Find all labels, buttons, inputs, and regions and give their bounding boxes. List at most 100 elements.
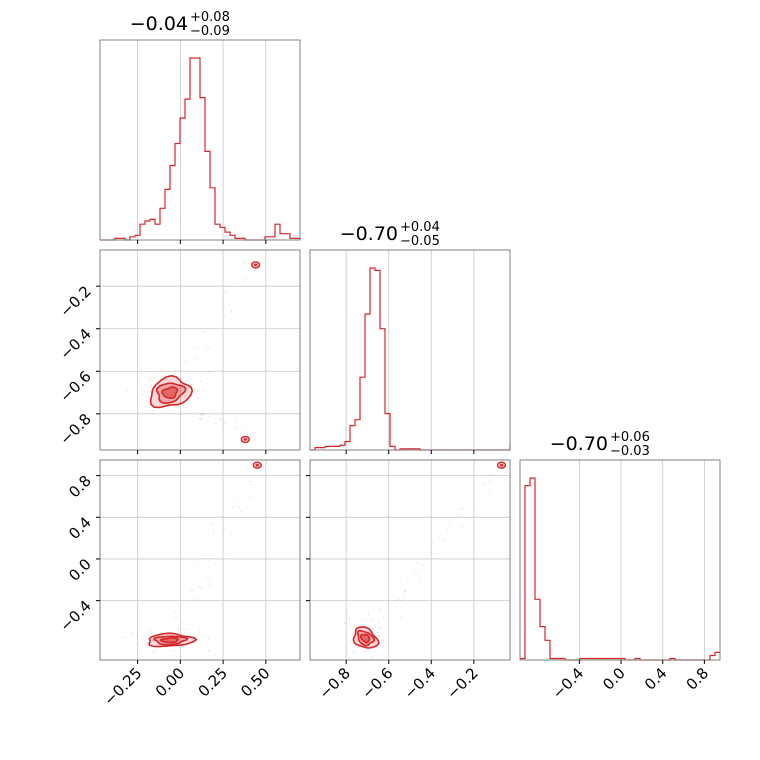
sample-point — [196, 411, 199, 413]
sample-point — [142, 393, 144, 396]
contour-1-0-2 — [161, 386, 179, 400]
sample-point — [184, 628, 187, 631]
sample-point — [213, 532, 215, 535]
y-tick-label: 0.4 — [65, 513, 95, 543]
sample-point — [199, 418, 202, 420]
sample-point — [352, 650, 355, 653]
sample-point — [206, 576, 209, 578]
sample-point — [378, 621, 380, 624]
x-tick-label: 0.8 — [683, 664, 713, 694]
sample-point — [193, 562, 196, 565]
sample-point — [179, 377, 182, 380]
panel-frame-1-0 — [99, 249, 301, 451]
sample-point — [203, 331, 205, 334]
sample-point — [243, 262, 246, 265]
sample-point — [249, 496, 252, 498]
sample-point — [421, 564, 424, 566]
sample-point — [157, 390, 160, 393]
sample-point — [395, 601, 397, 604]
sample-point — [429, 545, 432, 547]
sample-point — [205, 343, 208, 345]
sample-point — [174, 611, 177, 614]
sample-point — [457, 513, 460, 516]
sample-point — [123, 636, 126, 639]
sample-point — [200, 414, 203, 417]
sample-point — [207, 571, 209, 573]
x-tick-label: −0.4 — [549, 664, 587, 702]
sample-point — [412, 572, 415, 575]
contour-2-0-2 — [159, 636, 180, 644]
sample-point — [137, 642, 140, 645]
sample-point — [197, 585, 200, 588]
x-tick-label: 0.50 — [237, 664, 273, 700]
sample-point — [483, 483, 486, 485]
sample-point — [202, 412, 205, 415]
sample-point — [437, 535, 440, 537]
sample-point — [503, 480, 506, 483]
title-lower-error: −0.05 — [400, 234, 440, 249]
sample-point — [150, 384, 153, 386]
x-tick-label: −0.6 — [358, 664, 396, 702]
sample-point — [473, 510, 475, 513]
sample-point — [149, 379, 151, 381]
sample-point — [180, 410, 183, 413]
title-upper-error: +0.08 — [190, 10, 230, 25]
sample-point — [193, 346, 196, 348]
sample-point — [200, 412, 203, 415]
x-tick-label: −0.8 — [316, 664, 354, 702]
sample-point — [155, 649, 158, 652]
sample-point — [193, 597, 196, 600]
secondary-mode-core-0 — [254, 263, 258, 267]
sample-point — [415, 562, 417, 564]
sample-point — [432, 541, 434, 544]
sample-point — [429, 548, 431, 550]
grid-layer — [100, 40, 705, 660]
sample-point — [208, 565, 211, 568]
sample-point — [148, 367, 151, 370]
sample-point — [199, 380, 202, 382]
sample-point — [399, 577, 402, 580]
sample-point — [197, 396, 200, 399]
sample-point — [131, 632, 133, 635]
sample-point — [223, 422, 226, 425]
sample-point — [378, 627, 381, 630]
sample-point — [358, 627, 361, 630]
sample-point — [379, 627, 382, 630]
sample-point — [208, 584, 211, 587]
sample-point — [196, 357, 199, 360]
sample-point — [233, 498, 236, 501]
sample-point — [213, 422, 216, 425]
sample-point — [244, 277, 247, 280]
data-layer — [100, 57, 720, 661]
sample-point — [491, 474, 494, 476]
sample-point — [179, 423, 182, 425]
sample-point — [208, 415, 211, 418]
title-upper-error: +0.06 — [610, 430, 650, 445]
sample-point — [383, 617, 385, 620]
sample-point — [361, 619, 364, 622]
sample-point — [418, 580, 421, 583]
sample-point — [237, 506, 240, 509]
sample-point — [177, 405, 180, 408]
sample-point — [222, 306, 225, 309]
sample-point — [348, 618, 350, 620]
sample-point — [343, 621, 345, 624]
sample-point — [446, 529, 448, 531]
title-lower-error: −0.09 — [190, 24, 230, 39]
sample-point — [186, 373, 188, 376]
sample-point — [243, 280, 246, 282]
title-upper-error: +0.04 — [400, 220, 440, 235]
x-tick-label: −0.4 — [401, 664, 439, 702]
sample-point — [200, 418, 203, 420]
sample-point — [159, 366, 162, 369]
sample-point — [137, 635, 140, 637]
sample-point — [223, 297, 226, 300]
x-tick-label: −0.25 — [100, 664, 145, 709]
sample-point — [429, 552, 431, 554]
sample-point — [250, 480, 253, 483]
sample-point — [182, 628, 185, 630]
sample-point — [142, 638, 145, 641]
sample-point — [198, 628, 201, 631]
sample-point — [207, 637, 210, 640]
sample-point — [231, 530, 234, 533]
